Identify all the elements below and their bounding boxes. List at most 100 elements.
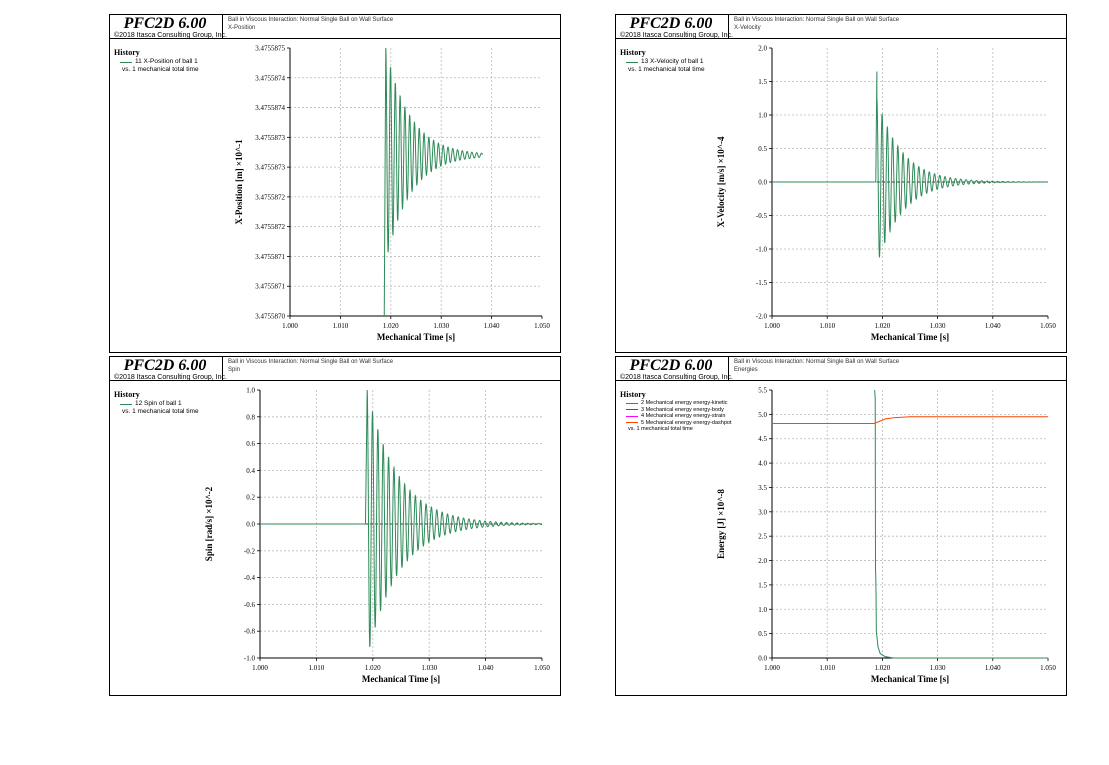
x-axis-label: Mechanical Time [s]: [362, 674, 440, 684]
x-tick-label: 1.050: [1040, 322, 1056, 330]
y-tick-label: 3.4755874: [255, 104, 285, 112]
legend-swatch: [626, 415, 638, 417]
header-divider: [728, 15, 729, 38]
y-tick-label: -2.0: [756, 313, 768, 321]
x-tick-label: 1.020: [365, 664, 381, 672]
legend-swatch: [626, 402, 638, 404]
header-underline: [616, 380, 1066, 381]
x-axis-label: Mechanical Time [s]: [871, 674, 949, 684]
y-tick-label: 5.5: [758, 387, 767, 395]
x-tick-label: 1.040: [985, 322, 1001, 330]
y-axis-label: Energy [J] ×10^-8: [716, 489, 726, 559]
legend-item: 12 Spin of ball 1: [114, 400, 234, 408]
y-axis-label: X-Velocity [m/s] ×10^-4: [716, 136, 726, 228]
header-line-2: Energies: [734, 367, 758, 373]
header-divider: [728, 357, 729, 380]
x-tick-label: 1.030: [433, 322, 449, 330]
series-line: [772, 416, 1048, 424]
y-tick-label: 0.0: [758, 179, 767, 187]
legend-swatch: [120, 403, 132, 405]
x-tick-label: 1.040: [484, 322, 500, 330]
y-tick-label: 3.4755873: [255, 134, 285, 142]
legend-title: History: [114, 48, 140, 57]
x-tick-label: 1.050: [534, 322, 550, 330]
legend-swatch: [626, 422, 638, 424]
header-line-2: X-Velocity: [734, 25, 761, 31]
header-line-1: Ball in Viscous Interaction: Normal Sing…: [228, 359, 394, 365]
x-tick-label: 1.020: [875, 322, 891, 330]
legend-label: 2 Mechanical energy energy-kinetic: [641, 400, 728, 406]
chart-spin: 1.000 1.010 1.020 1.030 1.040 1.050 -1.0 -0.8 -0…: [204, 387, 550, 685]
panel-title: PFC2D 6.00: [123, 357, 207, 374]
legend-label: 13 X-Velocity of ball 1: [641, 58, 704, 65]
legend-vs: vs. 1 mechanical total time: [122, 66, 199, 73]
x-axis-label: Mechanical Time [s]: [871, 332, 949, 342]
legend-swatch: [626, 61, 638, 63]
x-tick-label: 1.030: [930, 322, 946, 330]
y-tick-label: 3.4755870: [255, 313, 285, 321]
panel-header: Ball in Viscous Interaction: Normal Sing…: [734, 16, 899, 32]
y-tick-label: 0.0: [758, 655, 767, 663]
legend: History 12 Spin of ball 1 vs. 1 mechanic…: [114, 390, 234, 416]
y-tick-label: -1.5: [756, 279, 768, 287]
x-tick-label: 1.030: [421, 664, 437, 672]
x-tick-label: 1.000: [764, 664, 780, 672]
x-tick-label: 1.000: [252, 664, 268, 672]
y-tick-label: 5.0: [758, 411, 767, 419]
y-axis-label: X-Position [m] ×10^-1: [234, 139, 244, 225]
y-tick-label: -0.2: [244, 547, 256, 555]
x-tick-label: 1.000: [282, 322, 298, 330]
y-tick-label: -1.0: [244, 655, 256, 663]
x-tick-label: 1.020: [875, 664, 891, 672]
header-line-1: Ball in Viscous Interaction: Normal Sing…: [734, 17, 900, 23]
series-line: [260, 389, 542, 647]
y-tick-label: 3.4755875: [255, 45, 285, 53]
x-tick-label: 1.010: [819, 664, 835, 672]
legend-item: 4 Mechanical energy energy-strain: [620, 413, 740, 420]
panel-copyright: ©2018 Itasca Consulting Group, Inc.: [114, 32, 227, 39]
legend-title: History: [620, 390, 646, 399]
x-tick-label: 1.050: [534, 664, 550, 672]
y-tick-label: 4.5: [758, 435, 767, 443]
y-tick-label: 0.2: [246, 494, 255, 502]
y-tick-label: -0.4: [244, 574, 256, 582]
y-tick-label: 0.6: [246, 440, 255, 448]
y-tick-label: -0.5: [756, 212, 768, 220]
header-line-1: Ball in Viscous Interaction: Normal Sing…: [228, 17, 394, 23]
legend: History 11 X-Position of ball 1 vs. 1 me…: [114, 48, 234, 74]
y-tick-label: 3.4755873: [255, 164, 285, 172]
legend-title: History: [114, 390, 140, 399]
y-tick-label: 0.8: [246, 413, 255, 421]
header-underline: [616, 38, 1066, 39]
legend-label: 12 Spin of ball 1: [135, 400, 182, 407]
y-axis-label: Spin [rad/s] ×10^-2: [204, 486, 214, 561]
y-tick-label: 3.4755872: [255, 223, 285, 231]
chart-panel-x-velocity: PFC2D 6.00 ©2018 Itasca Consulting Group…: [615, 14, 1067, 353]
chart-x-position: 1.000 1.010 1.020 1.030 1.040 1.050 3.4755870 3…: [234, 45, 550, 343]
legend-label: 3 Mechanical energy energy-body: [641, 406, 724, 413]
y-tick-label: 1.0: [758, 606, 767, 614]
x-tick-label: 1.010: [309, 664, 325, 672]
legend-swatch: [120, 61, 132, 63]
chart-energies: 1.000 1.010 1.020 1.030 1.040 1.050 0.0 0.5 1.0 1…: [716, 387, 1056, 685]
panel-title: PFC2D 6.00: [629, 357, 713, 374]
y-tick-label: 2.5: [758, 533, 767, 541]
y-tick-label: 1.0: [246, 387, 255, 395]
legend-item: 13 X-Velocity of ball 1: [620, 58, 740, 66]
y-tick-label: 3.4755872: [255, 193, 285, 201]
y-tick-label: 0.0: [246, 521, 255, 529]
x-tick-label: 1.010: [333, 322, 349, 330]
header-line-2: Spin: [228, 367, 241, 373]
legend-item: 2 Mechanical energy energy-kinetic: [620, 400, 740, 407]
y-tick-label: 3.4755871: [255, 283, 285, 291]
y-tick-label: 1.5: [758, 78, 767, 86]
panel-copyright: ©2018 Itasca Consulting Group, Inc.: [114, 374, 227, 381]
y-tick-label: -1.0: [756, 246, 768, 254]
legend-label: 5 Mechanical energy energy-dashpot: [641, 419, 732, 426]
header-underline: [110, 380, 560, 381]
legend-item: 11 X-Position of ball 1: [114, 58, 234, 66]
panel-copyright: ©2018 Itasca Consulting Group, Inc.: [620, 374, 733, 381]
y-tick-label: 3.4755874: [255, 74, 285, 82]
x-axis-label: Mechanical Time [s]: [377, 332, 455, 342]
chart-panel-energies: PFC2D 6.00 ©2018 Itasca Consulting Group…: [615, 356, 1067, 696]
